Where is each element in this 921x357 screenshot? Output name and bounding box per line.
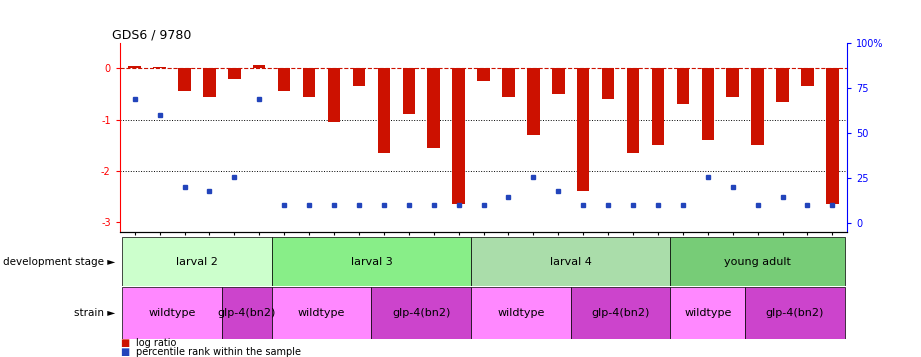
Bar: [222, 287, 272, 339]
Bar: [253, 65, 265, 69]
Bar: [122, 287, 222, 339]
Bar: [702, 69, 714, 140]
Text: larval 3: larval 3: [351, 256, 392, 267]
Bar: [776, 69, 788, 102]
Bar: [128, 66, 141, 69]
Text: larval 4: larval 4: [550, 256, 591, 267]
Bar: [652, 69, 664, 145]
Bar: [272, 237, 471, 286]
Bar: [471, 237, 670, 286]
Bar: [371, 287, 471, 339]
Bar: [452, 69, 465, 204]
Bar: [602, 69, 614, 99]
Bar: [502, 69, 515, 96]
Bar: [752, 69, 764, 145]
Text: GDS6 / 9780: GDS6 / 9780: [112, 29, 192, 42]
Bar: [471, 287, 571, 339]
Text: strain ►: strain ►: [74, 308, 115, 318]
Text: ■: ■: [120, 338, 129, 348]
Text: development stage ►: development stage ►: [3, 256, 115, 267]
Text: log ratio: log ratio: [136, 338, 177, 348]
Bar: [303, 69, 315, 96]
Bar: [826, 69, 839, 204]
Bar: [627, 69, 639, 153]
Bar: [122, 237, 272, 286]
Bar: [577, 69, 589, 191]
Text: larval 2: larval 2: [176, 256, 218, 267]
Bar: [670, 287, 745, 339]
Text: young adult: young adult: [724, 256, 791, 267]
Bar: [204, 69, 216, 96]
Text: wildtype: wildtype: [497, 308, 544, 318]
Bar: [477, 69, 490, 81]
Bar: [154, 67, 166, 69]
Bar: [552, 69, 565, 94]
Bar: [677, 69, 689, 104]
Bar: [378, 69, 391, 153]
Bar: [353, 69, 365, 86]
Text: wildtype: wildtype: [148, 308, 196, 318]
Bar: [801, 69, 813, 86]
Text: wildtype: wildtype: [297, 308, 345, 318]
Bar: [745, 287, 845, 339]
Bar: [670, 237, 845, 286]
Text: glp-4(bn2): glp-4(bn2): [765, 308, 824, 318]
Text: percentile rank within the sample: percentile rank within the sample: [136, 347, 301, 357]
Bar: [727, 69, 739, 96]
Bar: [272, 287, 371, 339]
Bar: [278, 69, 290, 91]
Text: ■: ■: [120, 347, 129, 357]
Text: wildtype: wildtype: [684, 308, 731, 318]
Bar: [328, 69, 340, 122]
Bar: [527, 69, 540, 135]
Bar: [402, 69, 415, 115]
Text: glp-4(bn2): glp-4(bn2): [217, 308, 276, 318]
Bar: [571, 287, 670, 339]
Text: glp-4(bn2): glp-4(bn2): [591, 308, 649, 318]
Bar: [179, 69, 191, 91]
Bar: [228, 69, 240, 79]
Text: glp-4(bn2): glp-4(bn2): [392, 308, 450, 318]
Bar: [427, 69, 440, 148]
